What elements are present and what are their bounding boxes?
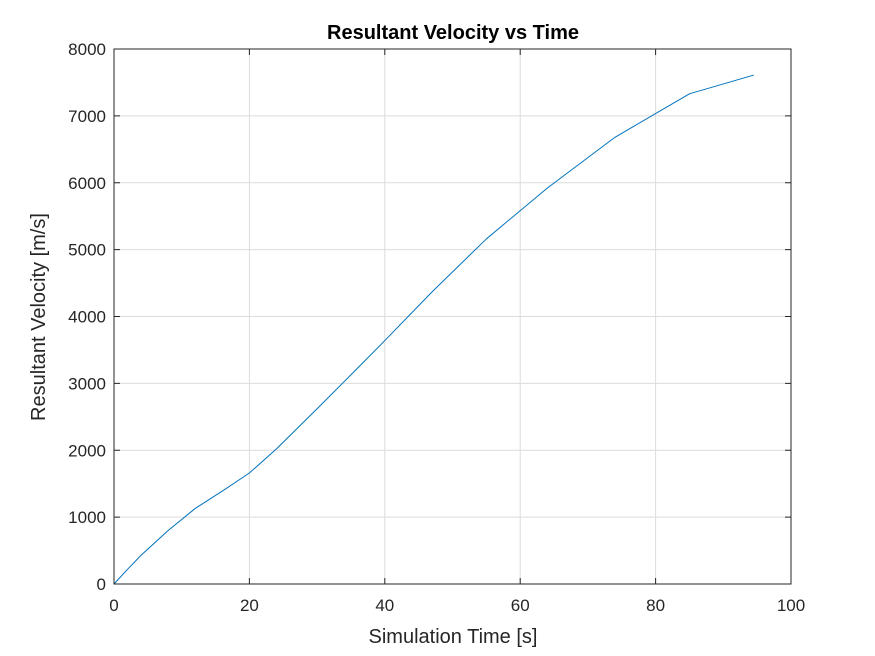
x-tick-label: 40: [375, 596, 394, 615]
y-tick-label: 4000: [68, 308, 106, 327]
series-line: [113, 74, 754, 585]
y-tick-label: 0: [97, 575, 106, 594]
y-tick-label: 3000: [68, 374, 106, 393]
x-tick-label: 80: [646, 596, 665, 615]
x-tick-label: 0: [109, 596, 118, 615]
x-tick-label: 100: [777, 596, 805, 615]
y-tick-label: 2000: [68, 441, 106, 460]
y-tick-label: 6000: [68, 174, 106, 193]
y-tick-label: 7000: [68, 107, 106, 126]
ticks: 0 20 40 60 80 1000100020003000400050006000700…: [68, 40, 805, 615]
x-axis-label: Simulation Time [s]: [369, 626, 538, 648]
series-layer: [113, 74, 754, 585]
y-tick-label: 1000: [68, 508, 106, 527]
y-tick-label: 8000: [68, 40, 106, 59]
y-axis-label: Resultant Velocity [m/s]: [28, 213, 50, 421]
chart-title: Resultant Velocity vs Time: [327, 22, 579, 44]
x-tick-label: 60: [511, 596, 530, 615]
x-tick-label: 20: [240, 596, 259, 615]
y-tick-label: 5000: [68, 241, 106, 260]
